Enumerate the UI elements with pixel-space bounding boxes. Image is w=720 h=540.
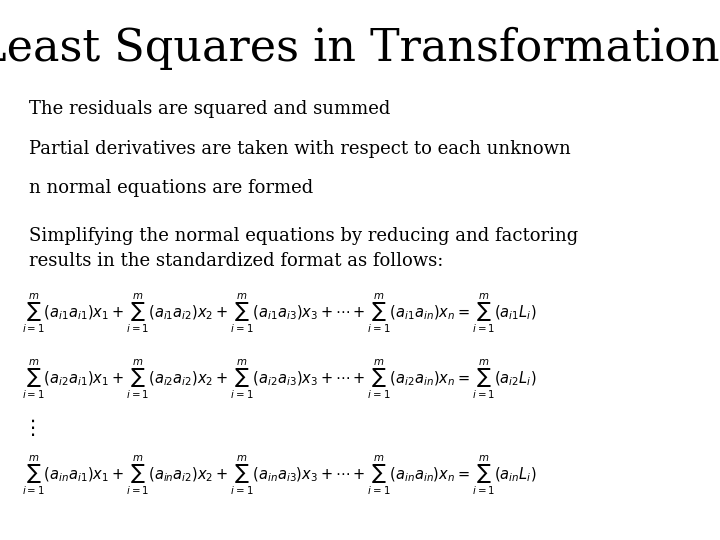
Text: $\sum_{i=1}^{m}(a_{i1}a_{i1})x_1 + \sum_{i=1}^{m}(a_{i1}a_{i2})x_2 + \sum_{i=1}^: $\sum_{i=1}^{m}(a_{i1}a_{i1})x_1 + \sum_… bbox=[22, 292, 536, 335]
Text: Simplifying the normal equations by reducing and factoring
results in the standa: Simplifying the normal equations by redu… bbox=[29, 227, 578, 270]
Text: $\vdots$: $\vdots$ bbox=[22, 417, 35, 438]
Text: Partial derivatives are taken with respect to each unknown: Partial derivatives are taken with respe… bbox=[29, 140, 570, 158]
Text: The residuals are squared and summed: The residuals are squared and summed bbox=[29, 100, 390, 118]
Text: Least Squares in Transformations: Least Squares in Transformations bbox=[0, 27, 720, 70]
Text: n normal equations are formed: n normal equations are formed bbox=[29, 179, 313, 197]
Text: $\sum_{i=1}^{m}(a_{in}a_{i1})x_1 + \sum_{i=1}^{m}(a_{in}a_{i2})x_2 + \sum_{i=1}^: $\sum_{i=1}^{m}(a_{in}a_{i1})x_1 + \sum_… bbox=[22, 454, 536, 497]
Text: $\sum_{i=1}^{m}(a_{i2}a_{i1})x_1 + \sum_{i=1}^{m}(a_{i2}a_{i2})x_2 + \sum_{i=1}^: $\sum_{i=1}^{m}(a_{i2}a_{i1})x_1 + \sum_… bbox=[22, 357, 536, 401]
